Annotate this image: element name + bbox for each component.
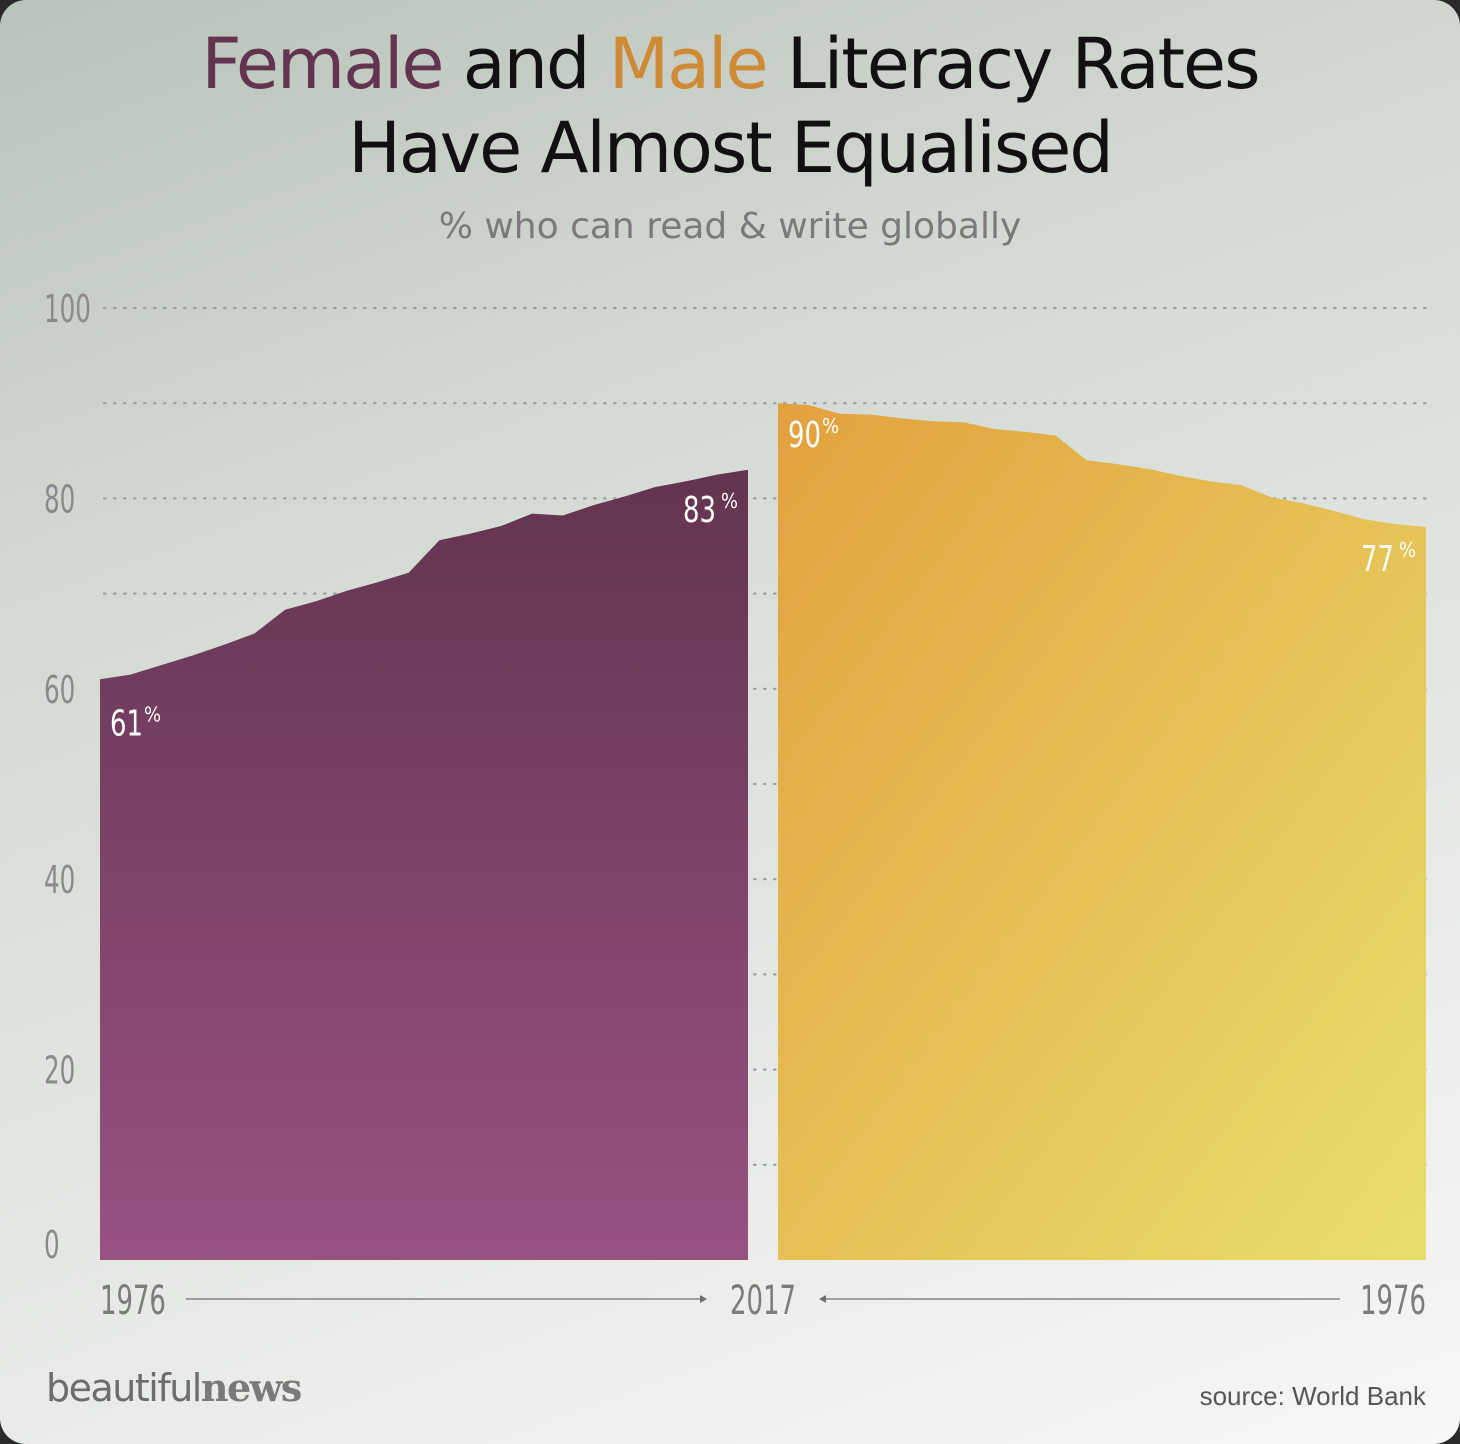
x-label-end: 1976: [1360, 1278, 1426, 1324]
female-start-label: 61%: [110, 702, 161, 744]
title-line-2: Have Almost Equalised: [348, 107, 1114, 189]
title-and-word: and: [462, 23, 591, 105]
value-number: 90: [788, 414, 821, 456]
value-number: 77: [1361, 538, 1394, 580]
brand-bold: news: [200, 1365, 302, 1410]
female-area: [100, 469, 748, 1260]
y-tick-label: 60: [44, 667, 75, 712]
brand-light: beautiful: [46, 1366, 202, 1410]
y-tick-label: 20: [44, 1048, 75, 1093]
female-end-label: %83: [683, 489, 738, 531]
y-tick-label: 100: [44, 286, 91, 331]
percent-sign: %: [822, 414, 839, 438]
percent-sign: %: [144, 702, 161, 726]
y-tick-label: 40: [44, 858, 75, 903]
title-rest-line-1: Literacy Rates: [786, 23, 1261, 105]
title-female-word: Female: [201, 23, 444, 105]
male-area: [778, 403, 1426, 1260]
male-end-label: %77: [1361, 538, 1416, 580]
brand-logo: beautifulnews: [46, 1365, 302, 1410]
arrow-head-left: [819, 1295, 826, 1303]
value-number: 83: [683, 489, 716, 531]
title-male-word: Male: [608, 23, 769, 105]
percent-sign: %: [721, 489, 738, 513]
chart-title: Female and Male Literacy Rates Have Almo…: [0, 22, 1460, 190]
value-number: 61: [110, 702, 143, 744]
source-note: source: World Bank: [1199, 1381, 1426, 1411]
y-tick-label: 80: [44, 477, 75, 522]
title-line-1: Female and Male Literacy Rates: [0, 22, 1460, 106]
chart-subtitle: % who can read & write globally: [438, 206, 1022, 247]
male-start-label: 90%: [788, 414, 839, 456]
y-tick-label: 0: [44, 1222, 60, 1267]
percent-sign: %: [1399, 538, 1416, 562]
arrow-head-right: [700, 1295, 707, 1303]
x-label-start: 1976: [100, 1278, 166, 1324]
x-label-middle: 2017: [730, 1278, 796, 1324]
